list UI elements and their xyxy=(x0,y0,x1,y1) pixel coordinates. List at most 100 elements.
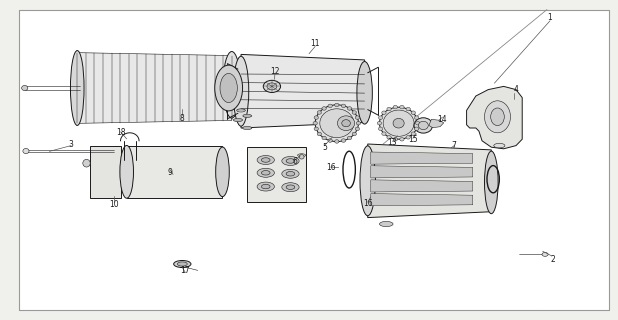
Ellipse shape xyxy=(357,121,361,125)
Ellipse shape xyxy=(411,132,415,135)
Ellipse shape xyxy=(352,111,357,114)
Ellipse shape xyxy=(286,159,295,163)
Ellipse shape xyxy=(322,136,326,140)
Ellipse shape xyxy=(341,139,345,142)
Ellipse shape xyxy=(261,171,270,175)
Polygon shape xyxy=(77,52,232,123)
Text: 3: 3 xyxy=(69,140,74,149)
Text: 14: 14 xyxy=(438,115,447,124)
Ellipse shape xyxy=(83,159,90,167)
Ellipse shape xyxy=(342,120,350,127)
Ellipse shape xyxy=(393,138,397,141)
Ellipse shape xyxy=(317,132,321,136)
Ellipse shape xyxy=(120,145,133,198)
Text: 4: 4 xyxy=(514,85,519,94)
Polygon shape xyxy=(127,146,222,198)
Ellipse shape xyxy=(282,183,299,192)
Text: 2: 2 xyxy=(551,255,556,264)
Ellipse shape xyxy=(70,51,84,125)
Ellipse shape xyxy=(314,127,318,131)
Ellipse shape xyxy=(313,121,318,125)
Polygon shape xyxy=(90,146,121,198)
Text: 8: 8 xyxy=(180,114,185,123)
Ellipse shape xyxy=(22,85,28,91)
Ellipse shape xyxy=(257,182,274,191)
Ellipse shape xyxy=(406,107,410,111)
Text: 10: 10 xyxy=(109,200,119,209)
Text: 16: 16 xyxy=(363,199,373,208)
Ellipse shape xyxy=(243,126,252,130)
Ellipse shape xyxy=(282,156,299,165)
Ellipse shape xyxy=(282,169,299,178)
Polygon shape xyxy=(467,86,522,149)
Text: 12: 12 xyxy=(270,68,280,76)
Ellipse shape xyxy=(406,136,410,139)
Text: 18: 18 xyxy=(116,128,125,137)
Text: 1: 1 xyxy=(548,13,552,22)
Polygon shape xyxy=(241,54,365,128)
Ellipse shape xyxy=(263,80,281,92)
Ellipse shape xyxy=(220,73,237,102)
Ellipse shape xyxy=(491,108,504,126)
Ellipse shape xyxy=(243,114,252,117)
Ellipse shape xyxy=(414,118,433,133)
Polygon shape xyxy=(429,119,444,128)
Ellipse shape xyxy=(485,101,510,133)
Ellipse shape xyxy=(379,221,393,227)
Ellipse shape xyxy=(393,105,397,109)
Polygon shape xyxy=(371,152,473,164)
Ellipse shape xyxy=(328,139,332,142)
Ellipse shape xyxy=(400,138,404,141)
Ellipse shape xyxy=(415,116,419,119)
Ellipse shape xyxy=(237,109,245,112)
Ellipse shape xyxy=(415,127,419,131)
Ellipse shape xyxy=(378,116,383,119)
Ellipse shape xyxy=(216,147,229,196)
Ellipse shape xyxy=(379,107,418,139)
Ellipse shape xyxy=(347,136,352,140)
Ellipse shape xyxy=(542,252,548,256)
Ellipse shape xyxy=(378,127,383,131)
Text: 13: 13 xyxy=(387,138,397,147)
Ellipse shape xyxy=(223,52,240,118)
Ellipse shape xyxy=(352,132,357,136)
Polygon shape xyxy=(371,194,473,206)
Ellipse shape xyxy=(322,107,326,110)
Ellipse shape xyxy=(335,103,339,107)
Ellipse shape xyxy=(387,136,391,139)
Ellipse shape xyxy=(299,155,304,159)
Text: 9: 9 xyxy=(167,168,172,177)
Ellipse shape xyxy=(320,109,353,138)
Text: 7: 7 xyxy=(452,141,457,150)
Ellipse shape xyxy=(23,148,29,154)
Text: 6: 6 xyxy=(292,157,297,166)
Polygon shape xyxy=(371,166,473,178)
Ellipse shape xyxy=(418,121,428,130)
Ellipse shape xyxy=(234,118,242,122)
Ellipse shape xyxy=(315,105,358,141)
Polygon shape xyxy=(247,147,306,202)
Ellipse shape xyxy=(317,111,321,114)
Ellipse shape xyxy=(267,83,277,90)
Text: 5: 5 xyxy=(322,143,327,152)
Ellipse shape xyxy=(314,116,318,119)
Text: 16: 16 xyxy=(326,164,336,172)
Ellipse shape xyxy=(215,65,243,111)
Ellipse shape xyxy=(355,116,360,119)
Ellipse shape xyxy=(257,156,274,164)
Ellipse shape xyxy=(177,262,187,266)
Ellipse shape xyxy=(328,104,332,108)
Ellipse shape xyxy=(377,121,382,125)
Text: 15: 15 xyxy=(408,135,418,144)
Ellipse shape xyxy=(261,158,270,162)
Ellipse shape xyxy=(416,121,420,125)
Ellipse shape xyxy=(411,111,415,115)
Polygon shape xyxy=(368,144,491,218)
Ellipse shape xyxy=(357,61,372,124)
Ellipse shape xyxy=(383,110,414,136)
Text: 17: 17 xyxy=(180,266,190,275)
Ellipse shape xyxy=(355,127,360,131)
Ellipse shape xyxy=(261,184,270,189)
Ellipse shape xyxy=(393,118,404,128)
Ellipse shape xyxy=(400,105,404,109)
